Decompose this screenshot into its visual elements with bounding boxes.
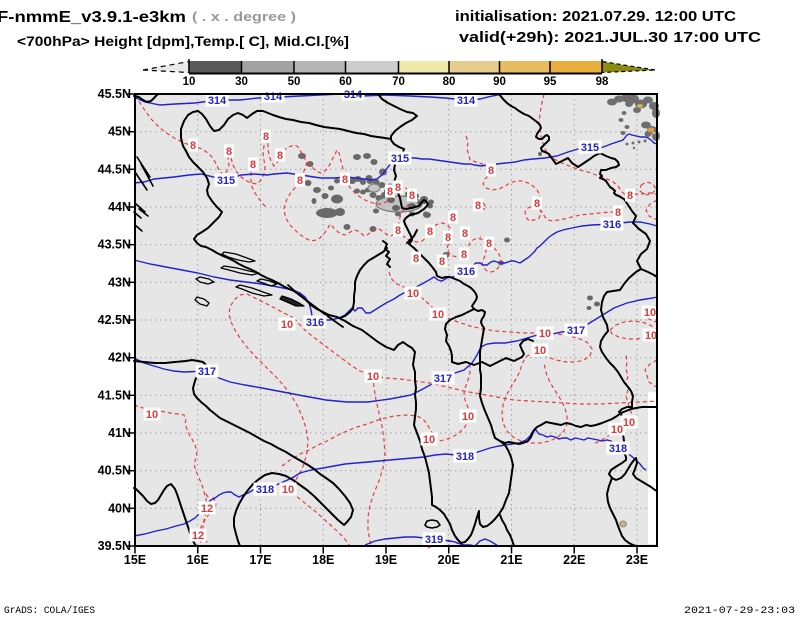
svg-text:314: 314	[208, 95, 227, 107]
svg-text:8: 8	[409, 190, 415, 202]
svg-text:GrADS: COLA/IGES: GrADS: COLA/IGES	[4, 605, 95, 617]
svg-text:40.5N: 40.5N	[98, 464, 131, 478]
svg-text:8: 8	[486, 238, 492, 250]
svg-text:8: 8	[277, 150, 283, 162]
svg-text:10: 10	[539, 328, 551, 340]
svg-text:17E: 17E	[249, 553, 271, 567]
svg-text:314: 314	[457, 95, 476, 107]
svg-text:315: 315	[581, 142, 599, 154]
svg-text:8: 8	[461, 249, 467, 261]
svg-text:16E: 16E	[187, 553, 209, 567]
svg-text:318: 318	[256, 484, 274, 496]
svg-text:80: 80	[443, 76, 456, 88]
svg-text:10: 10	[367, 371, 379, 383]
svg-text:18E: 18E	[312, 553, 334, 567]
svg-text:42.5N: 42.5N	[98, 313, 131, 327]
svg-text:44N: 44N	[108, 200, 131, 214]
svg-text:8: 8	[439, 256, 445, 268]
svg-text:10: 10	[183, 76, 196, 88]
svg-text:21E: 21E	[500, 553, 522, 567]
svg-text:70: 70	[392, 76, 405, 88]
svg-text:318: 318	[456, 451, 474, 463]
svg-text:2021-07-29-23:03: 2021-07-29-23:03	[684, 606, 795, 617]
svg-text:40N: 40N	[108, 501, 131, 515]
svg-text:valid(+29h): 2021.JUL.30 17:00: valid(+29h): 2021.JUL.30 17:00 UTC	[459, 30, 762, 46]
svg-text:12: 12	[201, 503, 213, 515]
svg-text:317: 317	[567, 325, 585, 337]
svg-text:8: 8	[395, 182, 401, 194]
svg-text:43.5N: 43.5N	[98, 238, 131, 252]
svg-text:45.5N: 45.5N	[98, 87, 131, 101]
svg-text:22E: 22E	[563, 553, 585, 567]
svg-text:8: 8	[387, 186, 393, 198]
svg-text:44.5N: 44.5N	[98, 162, 131, 176]
svg-text:10: 10	[281, 319, 293, 331]
svg-text:12: 12	[192, 530, 204, 542]
svg-text:8: 8	[297, 175, 303, 187]
svg-text:10: 10	[423, 434, 435, 446]
svg-text:41.5N: 41.5N	[98, 388, 131, 402]
svg-text:( . x . degree ): ( . x . degree )	[192, 10, 296, 24]
svg-text:20E: 20E	[438, 553, 460, 567]
svg-text:8: 8	[226, 146, 232, 158]
svg-text:F-nmmE_v3.9.1-e3km: F-nmmE_v3.9.1-e3km	[0, 9, 186, 26]
svg-text:19E: 19E	[375, 553, 397, 567]
svg-text:60: 60	[339, 76, 352, 88]
svg-text:10: 10	[611, 424, 623, 436]
svg-text:23E: 23E	[626, 553, 648, 567]
svg-text:8: 8	[534, 198, 540, 210]
svg-text:10: 10	[282, 484, 294, 496]
svg-text:10: 10	[462, 411, 474, 423]
svg-text:8: 8	[627, 190, 633, 202]
svg-text:39.5N: 39.5N	[98, 539, 131, 553]
svg-text:10: 10	[407, 288, 419, 300]
svg-text:8: 8	[342, 174, 348, 186]
svg-text:8: 8	[250, 159, 256, 171]
svg-text:45N: 45N	[108, 125, 131, 139]
svg-text:8: 8	[445, 232, 451, 244]
svg-text:initialisation: 2021.07.29. 1: initialisation: 2021.07.29. 12:00 UTC	[455, 9, 737, 25]
svg-text:317: 317	[434, 373, 452, 385]
svg-text:8: 8	[263, 131, 269, 143]
svg-text:316: 316	[306, 317, 324, 329]
svg-text:315: 315	[217, 175, 235, 187]
svg-text:95: 95	[544, 76, 557, 88]
svg-text:316: 316	[457, 266, 475, 278]
svg-text:8: 8	[427, 226, 433, 238]
svg-text:15E: 15E	[124, 553, 146, 567]
svg-text:8: 8	[475, 200, 481, 212]
svg-text:10: 10	[645, 330, 657, 342]
svg-text:317: 317	[198, 366, 216, 378]
svg-text:8: 8	[450, 212, 456, 224]
svg-text:8: 8	[488, 165, 494, 177]
svg-text:10: 10	[534, 345, 546, 357]
svg-text:8: 8	[395, 225, 401, 237]
svg-text:8: 8	[462, 228, 468, 240]
svg-text:8: 8	[190, 140, 196, 152]
svg-text:50: 50	[288, 76, 301, 88]
svg-text:8: 8	[413, 253, 419, 265]
svg-text:10: 10	[146, 409, 158, 421]
svg-text:98: 98	[596, 76, 609, 88]
svg-text:<700hPa> Height [dpm],Temp.[ C: <700hPa> Height [dpm],Temp.[ C], Mid.Cl.…	[17, 34, 349, 49]
svg-text:315: 315	[391, 153, 409, 165]
svg-text:10: 10	[644, 307, 656, 319]
svg-text:316: 316	[603, 219, 621, 231]
svg-text:319: 319	[425, 534, 443, 546]
svg-text:318: 318	[609, 443, 627, 455]
svg-text:90: 90	[493, 76, 506, 88]
svg-text:10: 10	[623, 417, 635, 429]
svg-text:314: 314	[264, 91, 283, 103]
svg-text:43N: 43N	[108, 275, 131, 289]
svg-text:8: 8	[615, 207, 621, 219]
svg-text:30: 30	[235, 76, 248, 88]
svg-text:42N: 42N	[108, 351, 131, 365]
svg-text:41N: 41N	[108, 426, 131, 440]
svg-text:10: 10	[432, 309, 444, 321]
